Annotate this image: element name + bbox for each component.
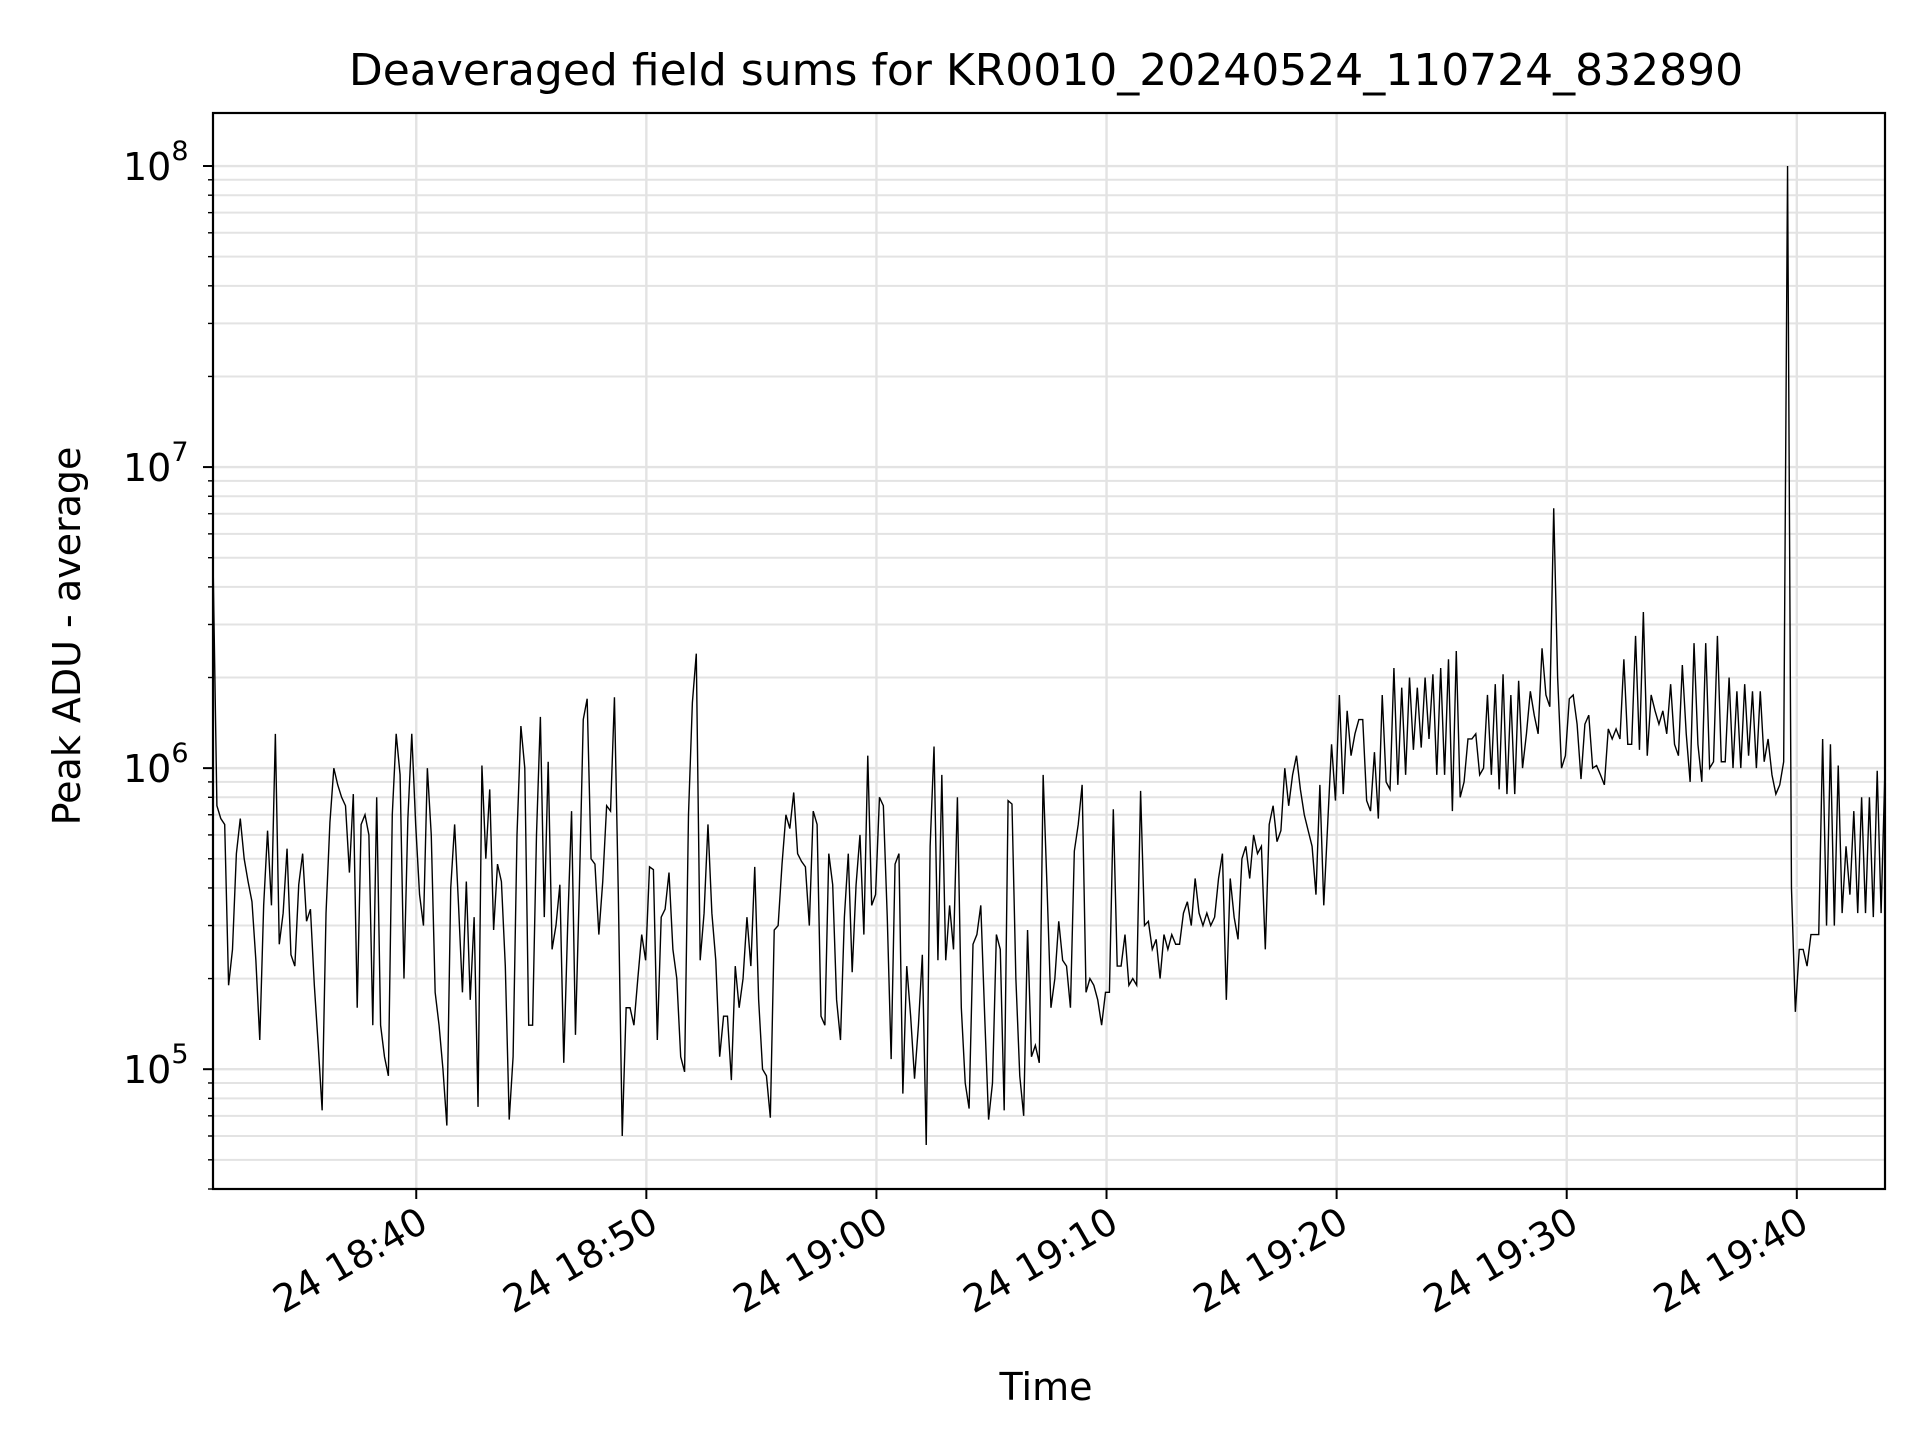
plot-frame: [211, 111, 1887, 1191]
y-tick-label: 108: [123, 136, 189, 189]
series-line: [212, 166, 1886, 1146]
y-tick-base: 10: [123, 1048, 171, 1092]
y-tick-base: 10: [123, 747, 171, 791]
chart-title: Deaveraged field sums for KR0010_2024052…: [349, 45, 1743, 96]
y-tick-base: 10: [123, 446, 171, 490]
y-tick-label: 105: [123, 1039, 189, 1092]
grid-layer: [213, 113, 1885, 1190]
y-tick-exponent: 6: [171, 738, 188, 769]
y-tick-exponent: 8: [171, 136, 188, 167]
y-tick-exponent: 5: [171, 1039, 188, 1070]
y-tick-label: 107: [123, 437, 189, 490]
y-tick-base: 10: [123, 145, 171, 189]
y-tick-exponent: 7: [171, 437, 188, 468]
x-axis-label: Time: [999, 1365, 1093, 1409]
y-tick-label: 106: [123, 738, 189, 791]
y-axis-label: Peak ADU - average: [45, 447, 89, 826]
line-layer: [212, 166, 1886, 1146]
